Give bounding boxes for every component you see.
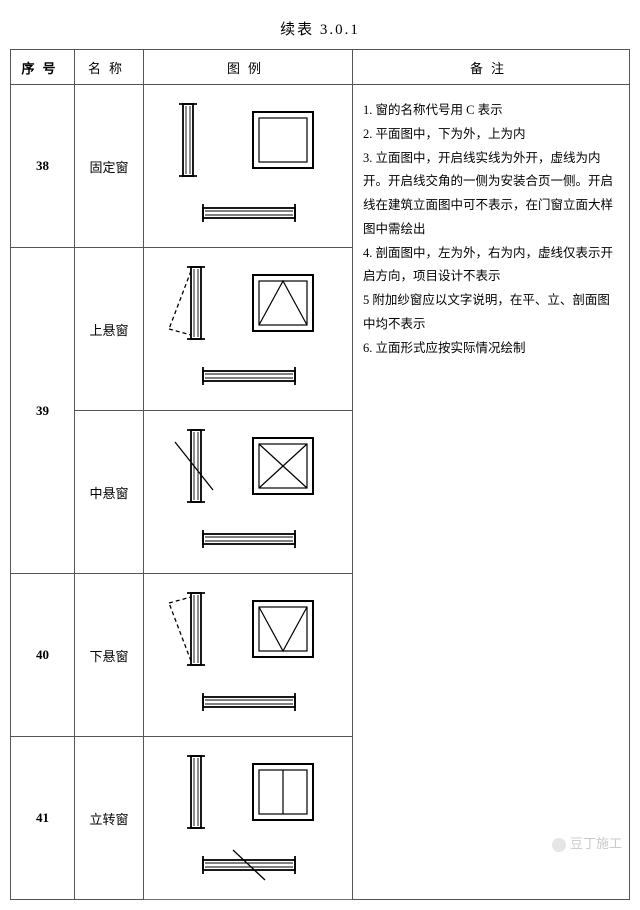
row-name: 立转窗 xyxy=(75,737,144,900)
row-num: 39 xyxy=(11,248,75,574)
legend-bottom-hung xyxy=(144,574,353,737)
row-num: 41 xyxy=(11,737,75,900)
legend-vertical-pivot xyxy=(144,737,353,900)
note-line: 3. 立面图中，开启线实线为外开，虚线为内开。开启线交角的一侧为安装合页一侧。开… xyxy=(363,147,619,242)
note-line: 6. 立面形式应按实际情况绘制 xyxy=(363,337,619,361)
spec-table: 序号 名称 图例 备注 38 固定窗 xyxy=(10,49,630,900)
header-notes: 备注 xyxy=(353,50,630,85)
center-pivot-icon xyxy=(153,422,343,562)
header-legend: 图例 xyxy=(144,50,353,85)
row-name: 上悬窗 xyxy=(75,248,144,411)
top-hung-icon xyxy=(153,259,343,399)
legend-top-hung xyxy=(144,248,353,411)
note-line: 5 附加纱窗应以文字说明，在平、立、剖面图中均不表示 xyxy=(363,289,619,337)
legend-fixed xyxy=(144,85,353,248)
bottom-hung-icon xyxy=(153,585,343,725)
vertical-pivot-icon xyxy=(153,748,343,888)
note-line: 2. 平面图中，下为外，上为内 xyxy=(363,123,619,147)
wechat-icon xyxy=(552,838,566,852)
page-title: 续表 3.0.1 xyxy=(10,18,630,39)
row-name: 中悬窗 xyxy=(75,411,144,574)
row-name: 下悬窗 xyxy=(75,574,144,737)
row-num: 38 xyxy=(11,85,75,248)
header-name: 名称 xyxy=(75,50,144,85)
header-num: 序号 xyxy=(11,50,75,85)
fixed-window-icon xyxy=(153,96,343,236)
watermark: 豆丁施工 xyxy=(552,833,622,852)
legend-center-pivot xyxy=(144,411,353,574)
notes-cell: 1. 窗的名称代号用 C 表示 2. 平面图中，下为外，上为内 3. 立面图中，… xyxy=(353,85,630,900)
header-row: 序号 名称 图例 备注 xyxy=(11,50,630,85)
note-line: 4. 剖面图中，左为外，右为内，虚线仅表示开启方向，项目设计不表示 xyxy=(363,242,619,290)
watermark-text: 豆丁施工 xyxy=(570,836,622,851)
row-name: 固定窗 xyxy=(75,85,144,248)
note-line: 1. 窗的名称代号用 C 表示 xyxy=(363,99,619,123)
table-row: 38 固定窗 xyxy=(11,85,630,248)
row-num: 40 xyxy=(11,574,75,737)
